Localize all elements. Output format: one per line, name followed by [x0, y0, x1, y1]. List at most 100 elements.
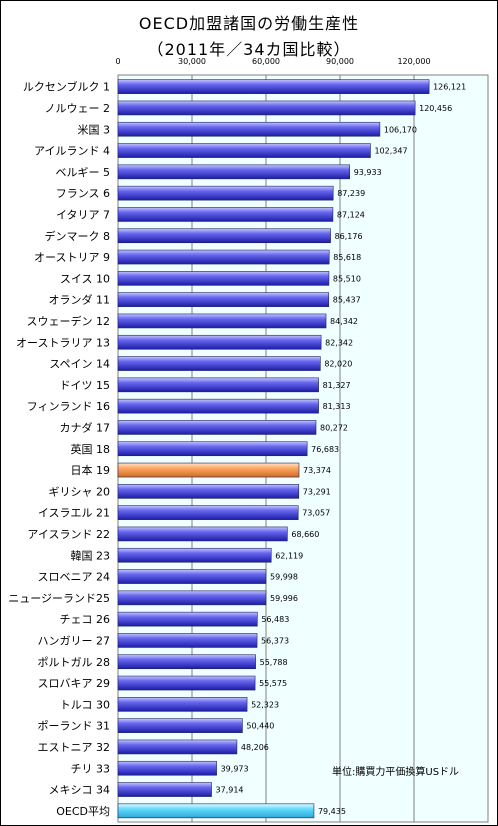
bar [117, 121, 381, 137]
bar [117, 462, 300, 478]
value-label: 52,323 [251, 700, 279, 709]
value-label: 56,373 [261, 636, 289, 645]
unit-note: 単位:購買力平価換算USドル [332, 765, 459, 778]
category-label: スペイン 14 [49, 358, 110, 371]
value-label: 37,914 [216, 786, 244, 795]
value-label: 59,996 [270, 594, 298, 603]
x-tick-label: 90,000 [326, 57, 354, 66]
bar [117, 292, 330, 307]
bar [117, 228, 331, 244]
category-label: スロバキア 29 [38, 677, 111, 690]
value-label: 59,998 [270, 573, 298, 582]
bar [117, 377, 319, 393]
value-label: 81,327 [323, 381, 351, 390]
value-label: 62,119 [275, 551, 303, 560]
category-label: OECD平均 [56, 805, 110, 818]
chart-title: OECD加盟諸国の労働生産性 [138, 14, 360, 33]
value-label: 85,510 [333, 274, 361, 283]
category-label: 日本 19 [71, 463, 111, 477]
bar [117, 760, 217, 776]
value-label: 85,618 [333, 253, 361, 262]
category-label: オーストリア 9 [34, 251, 110, 264]
bar [117, 803, 315, 819]
value-label: 55,788 [260, 658, 288, 667]
bar [117, 398, 319, 414]
category-label: 米国 3 [78, 123, 111, 136]
bar [117, 484, 300, 499]
bar [117, 675, 256, 691]
category-label: 英国 18 [71, 442, 111, 456]
value-label: 102,347 [374, 147, 407, 156]
category-label: アイスランド 22 [27, 528, 110, 541]
value-label: 39,973 [221, 764, 249, 773]
category-label: フィンランド 16 [27, 400, 110, 413]
bar [117, 313, 327, 329]
bar [117, 739, 238, 755]
bar [117, 356, 321, 371]
bar [117, 526, 288, 542]
category-label: デンマーク 8 [45, 229, 111, 243]
category-label: スウェーデン 12 [27, 314, 111, 328]
bar [117, 718, 243, 733]
bar [117, 249, 330, 265]
x-tick-label: 0 [115, 57, 120, 66]
category-label: チリ 33 [71, 762, 111, 775]
value-label: 48,206 [241, 743, 269, 752]
category-label: ポルトガル 28 [38, 656, 111, 669]
bar [117, 590, 267, 606]
value-label: 76,683 [311, 445, 339, 454]
category-label: メキシコ 34 [49, 784, 111, 797]
bar [117, 611, 258, 627]
bar [117, 207, 334, 222]
category-label: ベルギー 5 [56, 166, 111, 179]
value-label: 93,933 [354, 168, 382, 177]
category-label: スイス 10 [60, 272, 110, 285]
x-tick-label: 60,000 [252, 57, 280, 66]
bar [117, 782, 212, 797]
chart-subtitle: （2011年／34カ国比較） [147, 40, 351, 59]
value-label: 82,020 [324, 360, 352, 369]
category-label: 韓国 23 [71, 549, 111, 562]
bar [117, 185, 334, 201]
value-label: 87,239 [337, 189, 365, 198]
category-label: フランス 6 [56, 187, 110, 200]
value-label: 84,342 [330, 317, 358, 326]
category-label: ルクセンブルク 1 [23, 80, 110, 94]
category-label: チェコ 26 [60, 613, 111, 626]
value-label: 85,437 [333, 296, 361, 305]
value-label: 73,291 [303, 487, 331, 496]
bar [117, 569, 267, 584]
bar [117, 441, 308, 457]
category-label: ハンガリー 27 [38, 634, 111, 647]
bar [117, 633, 258, 648]
category-label: アイルランド 4 [34, 145, 110, 158]
value-label: 50,440 [246, 722, 274, 731]
bar [117, 334, 322, 350]
category-label: ニュージーランド25 [8, 592, 110, 605]
bar [117, 420, 317, 435]
category-label: ノルウェー 2 [45, 102, 111, 115]
x-tick-label: 120,000 [397, 57, 430, 66]
value-label: 73,374 [303, 466, 331, 475]
bar [117, 271, 330, 286]
value-label: 73,057 [302, 509, 330, 518]
category-label: トルコ 30 [60, 698, 110, 711]
value-label: 55,575 [259, 679, 287, 688]
bar [117, 547, 272, 563]
category-label: ドイツ 15 [60, 379, 111, 392]
category-label: ギリシャ 20 [49, 485, 111, 498]
value-label: 120,456 [419, 104, 452, 113]
bar [117, 697, 248, 712]
category-label: オランダ 11 [49, 293, 111, 307]
bar [117, 654, 256, 670]
value-label: 56,483 [261, 615, 289, 624]
category-label: スロベニア 24 [38, 571, 111, 584]
bar [117, 164, 351, 180]
value-label: 79,435 [318, 807, 346, 816]
category-label: イスラエル 21 [38, 507, 110, 520]
bar [117, 505, 299, 520]
value-label: 106,170 [384, 125, 417, 134]
value-label: 87,124 [337, 210, 365, 219]
category-label: オーストラリア 13 [16, 336, 110, 349]
